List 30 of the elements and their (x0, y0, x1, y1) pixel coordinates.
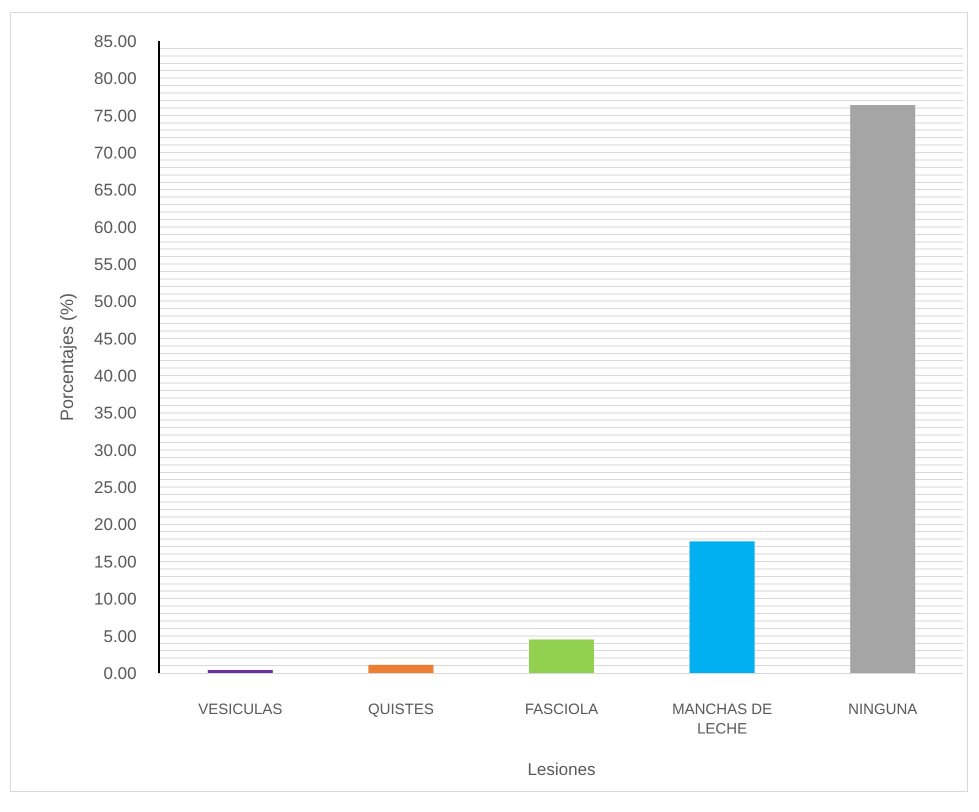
x-tick-label: MANCHAS DE LECHE (672, 701, 772, 738)
y-tick-label: 70.00 (94, 143, 137, 162)
bar (368, 664, 434, 673)
y-tick-label: 5.00 (104, 626, 137, 646)
y-tick-label: 30.00 (94, 440, 137, 460)
y-axis-title: Porcentajes (%) (56, 292, 77, 422)
y-tick-label: 80.00 (94, 69, 137, 88)
y-tick-label: 60.00 (94, 218, 137, 237)
x-tick-label: FASCIOLA (524, 701, 598, 718)
y-tick-label: 75.00 (94, 106, 137, 126)
y-tick-label: 0.00 (104, 664, 137, 683)
y-tick-label: 20.00 (94, 515, 137, 534)
y-tick-label: 25.00 (94, 478, 137, 498)
y-tick-label: 85.00 (94, 32, 137, 51)
bar (208, 670, 273, 673)
y-tick-label: 55.00 (94, 255, 137, 274)
y-tick-label: 40.00 (94, 366, 137, 386)
x-tick-label: NINGUNA (848, 701, 918, 718)
x-tick-label: VESICULAS (198, 701, 282, 718)
bar (528, 640, 594, 673)
y-tick-label: 50.00 (94, 292, 137, 312)
bar (690, 541, 755, 673)
y-tick-label: 65.00 (94, 180, 137, 200)
bar (850, 104, 916, 673)
x-axis-title: Lesiones (527, 760, 596, 779)
y-tick-label: 10.00 (94, 590, 137, 609)
y-tick-label: 35.00 (94, 404, 137, 423)
y-tick-label: 45.00 (94, 329, 137, 348)
y-tick-label: 15.00 (94, 552, 137, 572)
x-tick-label: QUISTES (368, 701, 434, 718)
